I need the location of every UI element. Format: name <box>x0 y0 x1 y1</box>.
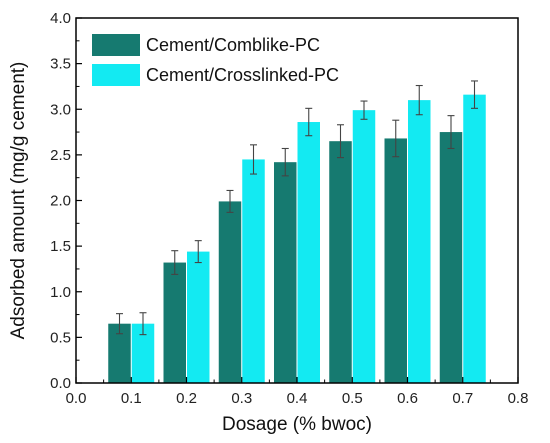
bar-comblike-0.3 <box>218 201 242 383</box>
y-tick-label: 1.5 <box>50 238 71 255</box>
legend: Cement/Comblike-PC Cement/Crosslinked-PC <box>92 34 339 86</box>
legend-swatch-comblike <box>92 34 140 56</box>
x-tick-label: 0.0 <box>66 390 87 407</box>
bar-crosslinked-0.7 <box>463 94 486 384</box>
y-axis-ticks: 0.0 0.5 1.0 1.5 2.0 2.5 3.0 3.5 4.0 <box>50 10 82 392</box>
y-tick-label: 2.5 <box>50 147 71 164</box>
y-tick-label: 4.0 <box>50 10 71 27</box>
y-tick-label: 1.0 <box>50 284 71 301</box>
bar-comblike-0.5 <box>329 141 352 383</box>
x-axis-ticks: 0.0 0.1 0.2 0.3 0.4 0.5 0.6 0.7 0.8 <box>66 377 529 407</box>
bar-comblike-0.1 <box>108 323 131 383</box>
x-tick-label: 0.8 <box>508 390 529 407</box>
x-tick-label: 0.4 <box>287 390 308 407</box>
y-tick-label: 3.5 <box>50 56 71 73</box>
y-tick-label: 0.0 <box>50 375 71 392</box>
x-tick-label: 0.2 <box>176 390 197 407</box>
legend-label-comblike: Cement/Comblike-PC <box>146 35 320 55</box>
bar-crosslinked-0.2 <box>187 251 210 383</box>
bar-comblike-0.7 <box>439 132 463 383</box>
y-axis-title: Adsorbed amount (mg/g cement) <box>8 62 29 340</box>
x-tick-label: 0.6 <box>397 390 418 407</box>
x-tick-label: 0.1 <box>121 390 142 407</box>
x-tick-label: 0.3 <box>231 390 252 407</box>
bar-crosslinked-0.3 <box>242 159 265 383</box>
bar-comblike-0.6 <box>384 138 407 383</box>
y-tick-label: 0.5 <box>50 329 71 346</box>
bar-crosslinked-0.1 <box>131 323 155 383</box>
bar-crosslinked-0.6 <box>408 100 431 383</box>
bar-crosslinked-0.5 <box>352 110 376 383</box>
y-tick-label: 3.0 <box>50 101 71 118</box>
error-bars-layer <box>116 80 478 336</box>
legend-swatch-crosslinked <box>92 64 140 86</box>
bars-layer <box>108 94 486 384</box>
x-axis-title: Dosage (% bwoc) <box>222 414 372 435</box>
bar-comblike-0.4 <box>274 162 297 383</box>
x-tick-label: 0.5 <box>342 390 363 407</box>
bar-comblike-0.2 <box>163 262 186 383</box>
bar-crosslinked-0.4 <box>297 122 320 384</box>
legend-label-crosslinked: Cement/Crosslinked-PC <box>146 65 339 85</box>
y-tick-label: 2.0 <box>50 193 71 210</box>
x-tick-label: 0.7 <box>452 390 473 407</box>
